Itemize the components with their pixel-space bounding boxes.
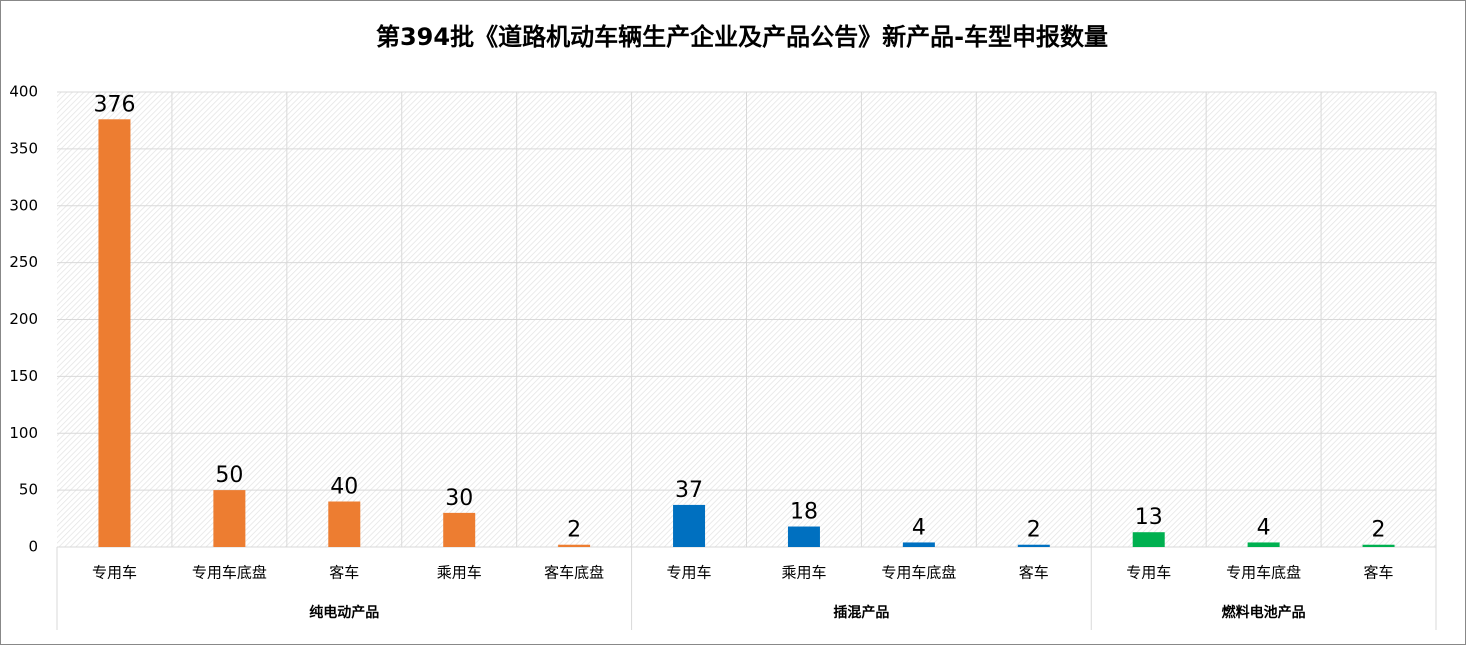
y-tick-label: 150 (9, 367, 38, 385)
bar (443, 512, 476, 547)
value-label: 13 (1135, 505, 1163, 530)
x-tick-label: 客车底盘 (544, 564, 604, 582)
group-label: 燃料电池产品 (1222, 604, 1306, 621)
y-tick-label: 350 (9, 139, 38, 157)
x-tick-label: 客车 (1364, 564, 1394, 582)
y-tick-label: 400 (9, 83, 38, 101)
bar (558, 544, 591, 547)
y-tick-label: 200 (9, 310, 38, 328)
bar (213, 490, 246, 547)
x-tick-label: 专用车 (1126, 564, 1171, 582)
x-tick-label: 专用车 (667, 564, 712, 582)
value-label: 18 (790, 500, 818, 525)
y-tick-label: 0 (28, 538, 38, 556)
value-label: 376 (93, 92, 135, 117)
x-tick-label: 客车 (1019, 564, 1049, 582)
y-tick-label: 50 (19, 481, 38, 499)
value-label: 2 (567, 518, 581, 543)
y-tick-label: 300 (9, 196, 38, 214)
bar (673, 504, 706, 547)
x-tick-label: 专用车底盘 (881, 564, 956, 582)
value-label: 40 (330, 475, 358, 500)
bar (902, 542, 935, 547)
value-label: 4 (1257, 515, 1271, 540)
x-tick-label: 专用车底盘 (192, 564, 267, 582)
group-label: 插混产品 (833, 604, 889, 621)
value-label: 37 (675, 478, 703, 503)
value-label: 30 (445, 486, 473, 511)
value-label: 50 (215, 463, 243, 488)
value-label: 4 (912, 515, 926, 540)
bar (1132, 532, 1165, 547)
bar (98, 119, 131, 548)
chart-title: 第394批《道路机动车辆生产企业及产品公告》新产品-车型申报数量 (376, 23, 1108, 51)
y-tick-label: 250 (9, 253, 38, 271)
bar (1017, 544, 1050, 547)
x-tick-label: 专用车底盘 (1226, 564, 1301, 582)
value-label: 2 (1372, 518, 1386, 543)
bar (1362, 544, 1395, 547)
bar (1247, 542, 1280, 547)
bar (787, 526, 820, 547)
x-tick-label: 乘用车 (437, 564, 482, 582)
y-tick-label: 100 (9, 424, 38, 442)
x-tick-label: 专用车 (92, 564, 137, 582)
value-label: 2 (1027, 518, 1041, 543)
x-tick-label: 客车 (329, 564, 359, 582)
group-label: 纯电动产品 (309, 604, 379, 621)
x-tick-label: 乘用车 (781, 564, 826, 582)
bar (328, 501, 361, 547)
